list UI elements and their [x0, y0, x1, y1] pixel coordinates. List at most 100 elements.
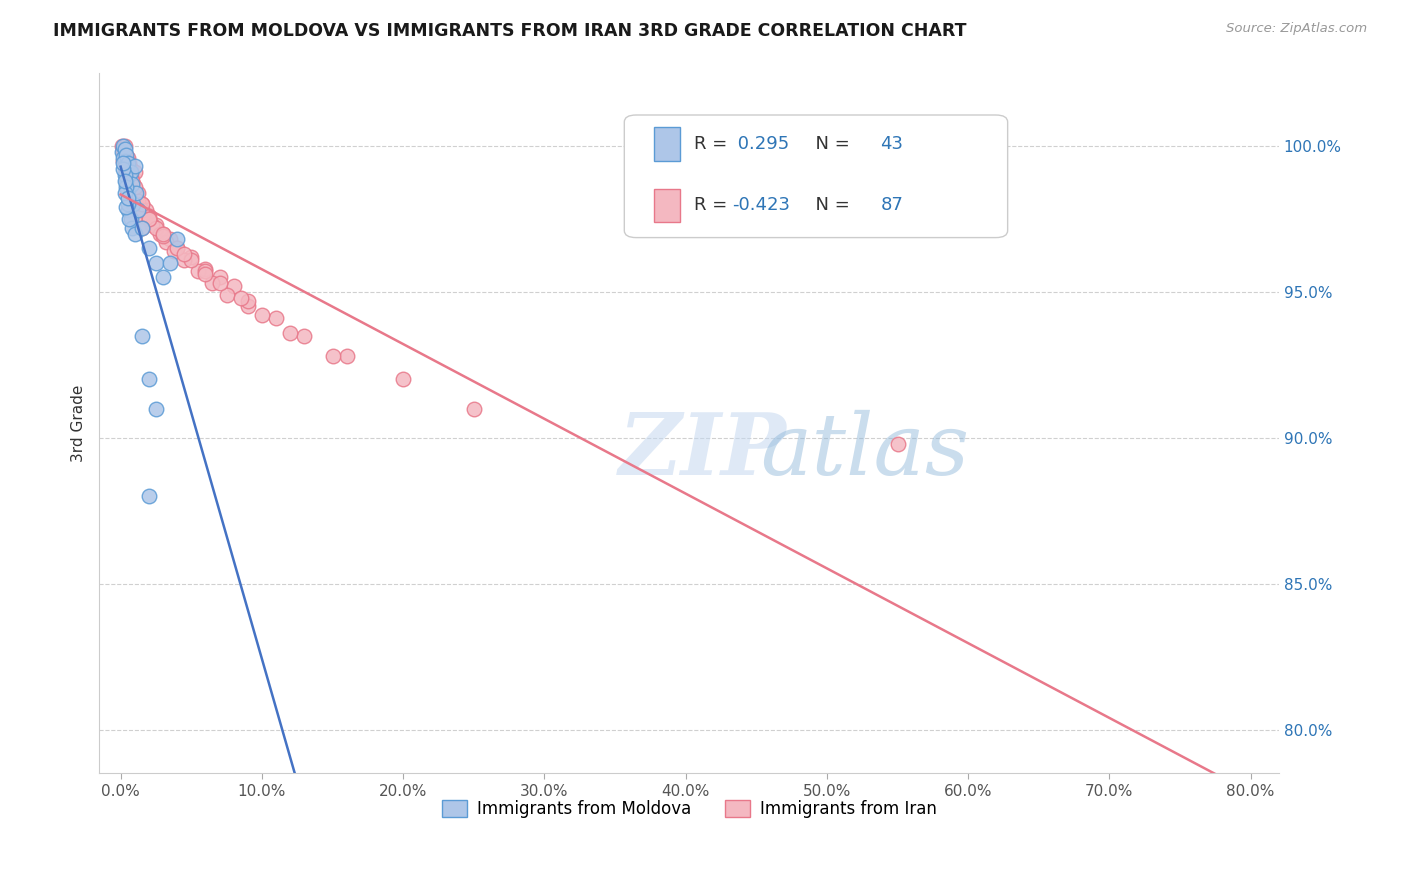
Point — [155, 235, 177, 250]
Point — [138, 241, 160, 255]
Point — [208, 276, 231, 290]
Point — [124, 186, 146, 200]
Point — [264, 311, 287, 326]
Point — [114, 151, 136, 165]
Point — [115, 179, 138, 194]
Point — [124, 160, 146, 174]
Point — [111, 145, 134, 159]
Point — [118, 168, 141, 182]
Point — [336, 349, 359, 363]
Point — [125, 186, 148, 200]
Point — [163, 244, 186, 258]
Text: IMMIGRANTS FROM MOLDOVA VS IMMIGRANTS FROM IRAN 3RD GRADE CORRELATION CHART: IMMIGRANTS FROM MOLDOVA VS IMMIGRANTS FR… — [53, 22, 967, 40]
Y-axis label: 3rd Grade: 3rd Grade — [72, 384, 86, 462]
FancyBboxPatch shape — [654, 188, 679, 222]
Point — [222, 279, 245, 293]
Point — [112, 153, 135, 168]
Point — [138, 489, 160, 503]
Point — [131, 197, 153, 211]
Point — [124, 197, 146, 211]
Point — [120, 162, 142, 177]
Point — [127, 186, 149, 200]
Point — [131, 197, 153, 211]
Point — [173, 247, 195, 261]
Point — [149, 227, 172, 241]
Text: N =: N = — [804, 196, 855, 214]
Point — [173, 252, 195, 267]
Point — [120, 171, 142, 186]
Legend: Immigrants from Moldova, Immigrants from Iran: Immigrants from Moldova, Immigrants from… — [436, 793, 943, 824]
Point — [117, 192, 139, 206]
Point — [114, 153, 136, 168]
Text: 0.295: 0.295 — [731, 135, 789, 153]
Point — [208, 270, 231, 285]
Point — [125, 194, 148, 209]
Text: -0.423: -0.423 — [731, 196, 790, 214]
Point — [114, 160, 136, 174]
Point — [117, 197, 139, 211]
Text: atlas: atlas — [761, 410, 969, 492]
FancyBboxPatch shape — [624, 115, 1008, 237]
Point — [114, 160, 136, 174]
Text: R =: R = — [695, 135, 733, 153]
Point — [166, 241, 188, 255]
Point — [122, 197, 145, 211]
Point — [215, 287, 238, 301]
Point — [117, 156, 139, 170]
Point — [122, 177, 145, 191]
Point — [131, 328, 153, 343]
Point — [194, 264, 217, 278]
Point — [112, 162, 135, 177]
Point — [114, 168, 136, 182]
Point — [115, 153, 138, 168]
Text: 43: 43 — [880, 135, 903, 153]
Point — [118, 168, 141, 182]
Point — [112, 142, 135, 156]
Point — [118, 211, 141, 226]
Text: 87: 87 — [880, 196, 903, 214]
Point — [138, 211, 160, 226]
Point — [124, 227, 146, 241]
Point — [141, 218, 163, 232]
Point — [117, 171, 139, 186]
Point — [152, 270, 174, 285]
Point — [117, 203, 139, 218]
Point — [152, 227, 174, 241]
Point — [115, 147, 138, 161]
Point — [201, 276, 224, 290]
Point — [236, 300, 259, 314]
Point — [131, 220, 153, 235]
Point — [122, 188, 145, 202]
Point — [159, 232, 181, 246]
Text: N =: N = — [804, 135, 855, 153]
Point — [121, 168, 143, 182]
Point — [145, 255, 167, 269]
Point — [121, 179, 143, 194]
Text: ZIP: ZIP — [619, 409, 786, 493]
Point — [131, 203, 153, 218]
Point — [145, 218, 167, 232]
Point — [121, 220, 143, 235]
Point — [120, 211, 142, 226]
Point — [159, 255, 181, 269]
Point — [127, 194, 149, 209]
Point — [114, 142, 136, 156]
Point — [138, 372, 160, 386]
Point — [121, 188, 143, 202]
Text: R =: R = — [695, 196, 733, 214]
Point — [112, 156, 135, 170]
Point — [127, 203, 149, 218]
Point — [194, 261, 217, 276]
Text: Source: ZipAtlas.com: Source: ZipAtlas.com — [1226, 22, 1367, 36]
Point — [118, 177, 141, 191]
Point — [121, 174, 143, 188]
Point — [124, 179, 146, 194]
Point — [118, 165, 141, 179]
Point — [117, 162, 139, 177]
Point — [124, 165, 146, 179]
Point — [114, 147, 136, 161]
Point — [114, 186, 136, 200]
Point — [120, 174, 142, 188]
Point — [118, 156, 141, 170]
Point — [135, 203, 157, 218]
